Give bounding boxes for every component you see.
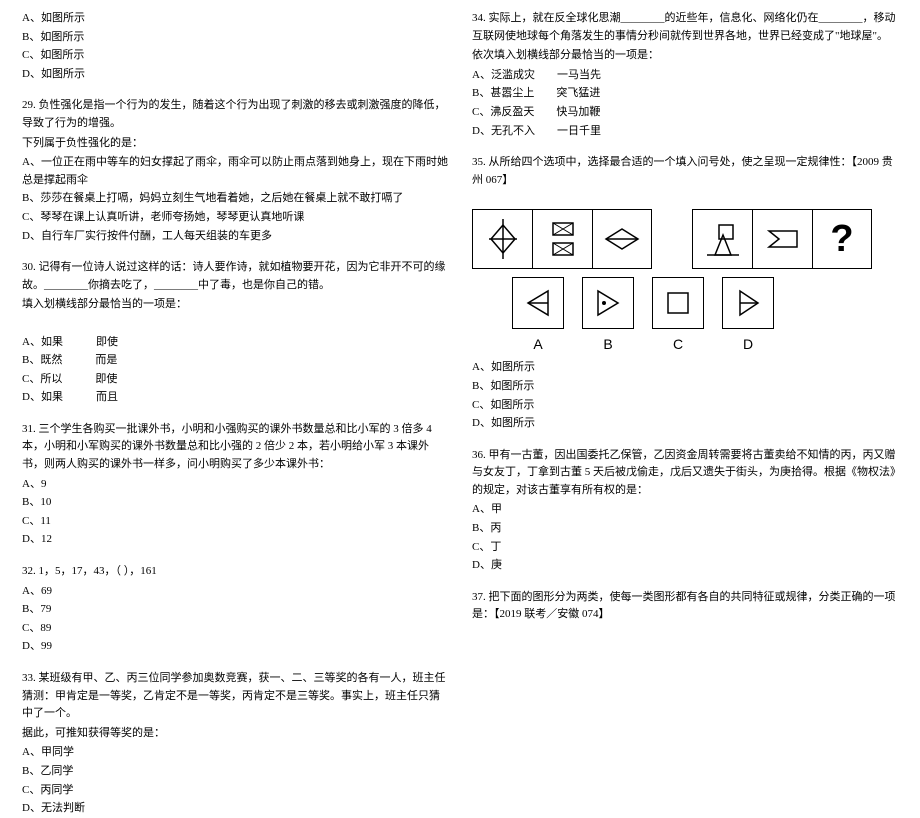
opt-b: B、如图所示 bbox=[22, 29, 448, 47]
opt-a: A、如图所示 bbox=[22, 10, 448, 28]
q35-ans-c: C bbox=[652, 277, 704, 355]
q36-opt-c: C、丁 bbox=[472, 539, 898, 557]
q35-ans-d: D bbox=[722, 277, 774, 355]
q30-opt-b: B、既然 而是 bbox=[22, 352, 448, 370]
q31-opt-c: C、11 bbox=[22, 513, 448, 531]
q29-stem1: 29. 负性强化是指一个行为的发生，随着这个行为出现了刺激的移去或刺激强度的降低… bbox=[22, 97, 448, 132]
q34-stem2: 依次填入划横线部分最恰当的一项是： bbox=[472, 47, 898, 65]
q31-opt-d: D、12 bbox=[22, 531, 448, 549]
q30-stem2: 填入划横线部分最恰当的一项是： bbox=[22, 296, 448, 314]
opt-d: D、如图所示 bbox=[22, 66, 448, 84]
q35-fig-1 bbox=[472, 209, 532, 269]
q35-fig-4 bbox=[692, 209, 752, 269]
q32-stem: 32. 1，5，17，43，（ ），161 bbox=[22, 563, 448, 581]
q35-opt-d: D、如图所示 bbox=[472, 415, 898, 433]
q33-stem2: 据此，可推知获得等奖的是： bbox=[22, 725, 448, 743]
question-32: 32. 1，5，17，43，（ ），161 A、69 B、79 C、89 D、9… bbox=[22, 563, 448, 656]
q30-stem1: 30. 记得有一位诗人说过这样的话：诗人要作诗，就如植物要开花，因为它非开不可的… bbox=[22, 259, 448, 294]
label-b: B bbox=[603, 333, 612, 355]
q35-ans-b: B bbox=[582, 277, 634, 355]
q33-opt-a: A、甲同学 bbox=[22, 744, 448, 762]
question-29: 29. 负性强化是指一个行为的发生，随着这个行为出现了刺激的移去或刺激强度的降低… bbox=[22, 97, 448, 245]
q34-opt-b: B、甚嚣尘上 突飞猛进 bbox=[472, 85, 898, 103]
q35-opt-b: B、如图所示 bbox=[472, 378, 898, 396]
label-c: C bbox=[673, 333, 683, 355]
q35-answer-row: A B C D bbox=[512, 277, 898, 355]
q36-opt-b: B、丙 bbox=[472, 520, 898, 538]
q35-opt-a: A、如图所示 bbox=[472, 359, 898, 377]
q31-opt-a: A、9 bbox=[22, 476, 448, 494]
q36-opt-a: A、甲 bbox=[472, 501, 898, 519]
q29-opt-a: A、一位正在雨中等车的妇女撑起了雨伞，雨伞可以防止雨点落到她身上，现在下雨时她总… bbox=[22, 154, 448, 189]
question-35: 35. 从所给四个选项中，选择最合适的一个填入问号处，使之呈现一定规律性：【20… bbox=[472, 154, 898, 433]
question-37: 37. 把下面的图形分为两类，使每一类图形都有各自的共同特征或规律，分类正确的一… bbox=[472, 589, 898, 624]
q33-stem1: 33. 某班级有甲、乙、丙三位同学参加奥数竞赛，获一、二、三等奖的各有一人，班主… bbox=[22, 670, 448, 723]
q34-opt-a: A、泛滥成灾 一马当先 bbox=[472, 67, 898, 85]
q35-group-left bbox=[472, 209, 652, 269]
q35-stem: 35. 从所给四个选项中，选择最合适的一个填入问号处，使之呈现一定规律性：【20… bbox=[472, 154, 898, 189]
q31-opt-b: B、10 bbox=[22, 494, 448, 512]
q35-fig-2 bbox=[532, 209, 592, 269]
label-d: D bbox=[743, 333, 753, 355]
q29-opt-b: B、莎莎在餐桌上打嗝，妈妈立刻生气地看着她，之后她在餐桌上就不敢打嗝了 bbox=[22, 190, 448, 208]
q31-stem: 31. 三个学生各购买一批课外书，小明和小强购买的课外书数量总和比小军的 3 倍… bbox=[22, 421, 448, 474]
label-a: A bbox=[533, 333, 542, 355]
q32-opt-b: B、79 bbox=[22, 601, 448, 619]
q29-stem2: 下列属于负性强化的是： bbox=[22, 135, 448, 153]
q35-ans-a: A bbox=[512, 277, 564, 355]
q36-opt-d: D、庚 bbox=[472, 557, 898, 575]
q34-stem1: 34. 实际上，就在反全球化思潮________的近些年，信息化、网络化仍在__… bbox=[472, 10, 898, 45]
question-30: 30. 记得有一位诗人说过这样的话：诗人要作诗，就如植物要开花，因为它非开不可的… bbox=[22, 259, 448, 407]
q35-fig-3 bbox=[592, 209, 652, 269]
question-mark-icon: ? bbox=[830, 209, 853, 270]
q33-opt-b: B、乙同学 bbox=[22, 763, 448, 781]
q35-fig-5 bbox=[752, 209, 812, 269]
q30-opt-c: C、所以 即使 bbox=[22, 371, 448, 389]
q34-opt-d: D、无孔不入 一日千里 bbox=[472, 123, 898, 141]
q34-opt-c: C、沸反盈天 快马加鞭 bbox=[472, 104, 898, 122]
q32-opt-c: C、89 bbox=[22, 620, 448, 638]
q35-opt-c: C、如图所示 bbox=[472, 397, 898, 415]
image-options-block: A、如图所示 B、如图所示 C、如图所示 D、如图所示 bbox=[22, 10, 448, 83]
q30-opt-d: D、如果 而且 bbox=[22, 389, 448, 407]
q30-opt-a: A、如果 即使 bbox=[22, 334, 448, 352]
question-31: 31. 三个学生各购买一批课外书，小明和小强购买的课外书数量总和比小军的 3 倍… bbox=[22, 421, 448, 549]
q33-opt-d: D、无法判断 bbox=[22, 800, 448, 818]
q35-figure-groups: ? bbox=[472, 209, 898, 269]
q29-opt-d: D、自行车厂实行按件付酬，工人每天组装的车更多 bbox=[22, 228, 448, 246]
q32-opt-a: A、69 bbox=[22, 583, 448, 601]
question-34: 34. 实际上，就在反全球化思潮________的近些年，信息化、网络化仍在__… bbox=[472, 10, 898, 140]
q35-fig-qmark: ? bbox=[812, 209, 872, 269]
q36-stem: 36. 甲有一古董，因出国委托乙保管，乙因资金周转需要将古董卖给不知情的丙，丙又… bbox=[472, 447, 898, 500]
question-33: 33. 某班级有甲、乙、丙三位同学参加奥数竞赛，获一、二、三等奖的各有一人，班主… bbox=[22, 670, 448, 818]
q35-group-right: ? bbox=[692, 209, 872, 269]
question-36: 36. 甲有一古董，因出国委托乙保管，乙因资金周转需要将古董卖给不知情的丙，丙又… bbox=[472, 447, 898, 575]
q32-opt-d: D、99 bbox=[22, 638, 448, 656]
opt-c: C、如图所示 bbox=[22, 47, 448, 65]
q29-opt-c: C、琴琴在课上认真听讲，老师夸扬她，琴琴更认真地听课 bbox=[22, 209, 448, 227]
q37-stem: 37. 把下面的图形分为两类，使每一类图形都有各自的共同特征或规律，分类正确的一… bbox=[472, 589, 898, 624]
q33-opt-c: C、丙同学 bbox=[22, 782, 448, 800]
